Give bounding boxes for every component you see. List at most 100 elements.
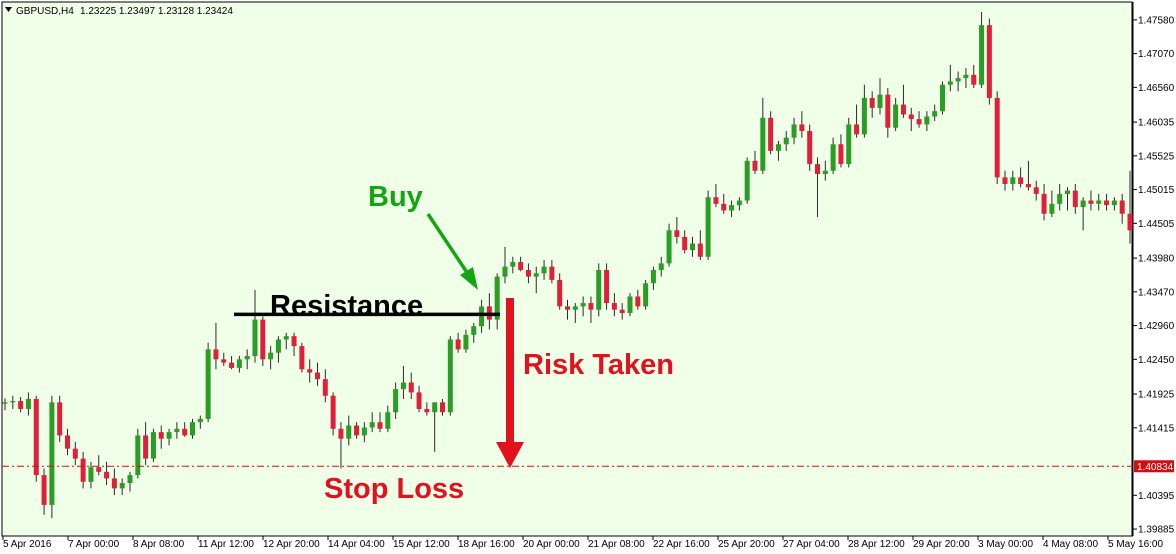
candle xyxy=(88,461,94,489)
candle xyxy=(197,415,203,429)
candle-body xyxy=(650,269,656,284)
candle-body xyxy=(557,279,563,307)
candle xyxy=(494,273,500,330)
candle-body xyxy=(1119,200,1125,214)
price-tick-label: 1.42450 xyxy=(1138,355,1175,366)
candle-body xyxy=(947,81,953,85)
candle-body xyxy=(908,114,914,120)
candle-body xyxy=(846,124,852,165)
candle-body xyxy=(213,349,219,360)
price-axis: 1.47580 1.47070 1.46560 1.46035 1.45525 1.450… xyxy=(1133,15,1175,536)
time-tick-label: 21 Apr 08:00 xyxy=(588,539,645,550)
candle xyxy=(846,117,852,168)
candle-body xyxy=(393,389,399,413)
candle xyxy=(799,111,805,138)
candle-body xyxy=(924,116,930,125)
candle xyxy=(971,64,977,89)
candle xyxy=(440,399,445,416)
candle xyxy=(260,316,266,366)
candle xyxy=(338,422,344,469)
candle xyxy=(916,111,922,128)
time-tick-label: 4 May 08:00 xyxy=(1043,539,1098,550)
candle-body xyxy=(869,97,875,108)
candle xyxy=(400,365,406,400)
candle-body xyxy=(1072,190,1078,208)
candle xyxy=(518,256,524,272)
candle xyxy=(604,263,610,310)
candle-body xyxy=(283,336,289,340)
candle-body xyxy=(18,401,24,409)
candle-body xyxy=(666,230,672,264)
candle-body xyxy=(400,382,406,390)
time-tick-label: 5 May 16:00 xyxy=(1108,539,1163,550)
candle-body xyxy=(1088,200,1094,204)
candle-body xyxy=(627,296,633,314)
candle-body xyxy=(799,124,805,132)
candle xyxy=(72,442,78,466)
candle-body xyxy=(721,203,727,211)
candle-body xyxy=(315,372,320,380)
candle xyxy=(588,296,594,323)
candle xyxy=(627,293,633,317)
candle xyxy=(166,428,172,446)
candle xyxy=(432,402,438,452)
stop-loss-price-badge: 1.40834 xyxy=(1134,460,1174,473)
candle-body xyxy=(1111,200,1117,206)
candle-body xyxy=(713,197,719,204)
candle-body xyxy=(643,283,649,307)
candle xyxy=(619,303,625,320)
candle-body xyxy=(893,104,899,128)
candle-body xyxy=(565,306,570,310)
candle-body xyxy=(354,425,360,436)
candle xyxy=(1010,170,1016,191)
candle xyxy=(127,471,133,492)
candle-body xyxy=(33,399,39,476)
candle xyxy=(1057,183,1063,211)
candle-body xyxy=(440,402,445,413)
candle xyxy=(471,322,477,343)
candle xyxy=(49,395,55,519)
candle xyxy=(643,279,649,310)
candle xyxy=(41,468,47,515)
candle-body xyxy=(471,326,477,335)
time-tick-label: 15 Apr 12:00 xyxy=(393,539,450,550)
candle xyxy=(104,461,110,486)
candle xyxy=(244,349,250,370)
candle xyxy=(96,455,102,476)
candle xyxy=(291,332,297,357)
candle xyxy=(986,18,992,105)
candle xyxy=(861,84,867,138)
candle xyxy=(979,11,985,89)
candle xyxy=(135,428,141,479)
symbol-menu-icon[interactable] xyxy=(5,7,12,12)
time-tick-label: 29 Apr 20:00 xyxy=(913,539,970,550)
candle-body xyxy=(150,432,156,459)
candle-body xyxy=(1010,177,1016,184)
candle xyxy=(479,299,485,333)
stop-loss-badge-bg xyxy=(1134,460,1174,473)
candle-body xyxy=(775,144,781,151)
candle-body xyxy=(143,435,149,459)
candle-body xyxy=(10,401,16,403)
candle-body xyxy=(596,269,602,310)
candle xyxy=(760,97,766,175)
candle-body xyxy=(705,197,711,257)
candle-body xyxy=(338,428,344,439)
candle-body xyxy=(416,392,422,409)
candle xyxy=(807,124,813,171)
candle xyxy=(1072,183,1078,214)
candle xyxy=(963,68,969,89)
candle-body xyxy=(322,379,328,396)
candle xyxy=(650,266,656,290)
candle xyxy=(838,134,844,168)
candle xyxy=(768,111,774,155)
candle-body xyxy=(986,25,992,98)
candle-body xyxy=(432,402,438,413)
candle-body xyxy=(822,170,828,175)
price-tick-label: 1.44505 xyxy=(1138,219,1175,230)
risk-taken-label: Risk Taken xyxy=(523,349,674,381)
candle xyxy=(854,104,860,138)
time-tick-label: 12 Apr 20:00 xyxy=(263,539,320,550)
candle-body xyxy=(1096,200,1102,204)
candles xyxy=(2,11,1133,519)
